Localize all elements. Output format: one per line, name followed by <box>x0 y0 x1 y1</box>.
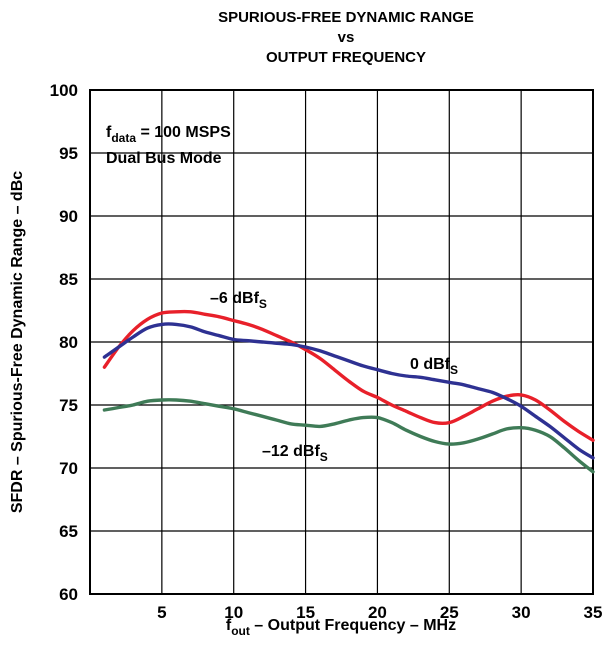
y-tick-label: 65 <box>59 522 78 541</box>
y-tick-label: 95 <box>59 144 78 163</box>
x-axis-label-text: – Output Frequency – MHz <box>250 617 456 634</box>
chart-title-line-3: OUTPUT FREQUENCY <box>266 49 426 66</box>
series-label-minus12: –12 dBfS <box>262 443 328 464</box>
x-tick-label: 20 <box>368 603 387 622</box>
svg-text:fout – Output Frequency – MHz: fout – Output Frequency – MHz <box>226 617 456 638</box>
series-label-0: 0 dBfS <box>410 356 458 377</box>
series-line-minus12-dbfs <box>102 398 595 474</box>
grid <box>90 90 593 594</box>
y-tick-label: 90 <box>59 207 78 226</box>
x-tick-label: 15 <box>296 603 315 622</box>
series-label-minus6: –6 dBfS <box>210 290 267 311</box>
x-tick-label: 5 <box>157 603 166 622</box>
annotation-f-subscript: data <box>111 131 136 145</box>
conditions-annotation: fdata = 100 MSPS Dual Bus Mode <box>106 124 231 167</box>
y-tick-label: 80 <box>59 333 78 352</box>
x-tick-label: 30 <box>512 603 531 622</box>
y-tick-label: 75 <box>59 396 78 415</box>
y-tick-label: 60 <box>59 585 78 604</box>
y-tick-labels: 60 65 70 75 80 85 90 95 100 <box>50 81 78 604</box>
series-line-0-dbfs <box>102 322 595 460</box>
annotation-f: f <box>106 124 112 141</box>
chart-title-line-2: vs <box>338 29 355 46</box>
svg-text:SFDR – Spurious-Free Dynamic R: SFDR – Spurious-Free Dynamic Range – dBc <box>9 171 26 513</box>
y-tick-label: 100 <box>50 81 78 100</box>
series-lines <box>102 309 595 474</box>
chart-title: SPURIOUS-FREE DYNAMIC RANGE vs OUTPUT FR… <box>218 9 474 66</box>
series-line-minus6-dbfs <box>102 309 595 442</box>
x-axis-label: fout – Output Frequency – MHz <box>226 617 456 638</box>
chart-title-line-1: SPURIOUS-FREE DYNAMIC RANGE <box>218 9 474 26</box>
annotation-rate: = 100 MSPS <box>136 124 231 141</box>
x-tick-label: 10 <box>224 603 243 622</box>
x-tick-label: 35 <box>584 603 603 622</box>
y-tick-label: 85 <box>59 270 78 289</box>
x-tick-label: 25 <box>440 603 459 622</box>
plot-area-frame <box>89 89 594 595</box>
y-tick-label: 70 <box>59 459 78 478</box>
x-tick-labels: 5 10 15 20 25 30 35 <box>157 603 602 622</box>
x-axis-label-f: f <box>226 617 232 634</box>
annotation-line-1: fdata = 100 MSPS <box>106 124 231 145</box>
x-axis-label-subscript: out <box>231 624 250 638</box>
series-labels: –6 dBfS 0 dBfS –12 dBfS <box>210 290 458 464</box>
annotation-line-2: Dual Bus Mode <box>106 150 222 167</box>
y-axis-label: SFDR – Spurious-Free Dynamic Range – dBc <box>9 171 26 513</box>
